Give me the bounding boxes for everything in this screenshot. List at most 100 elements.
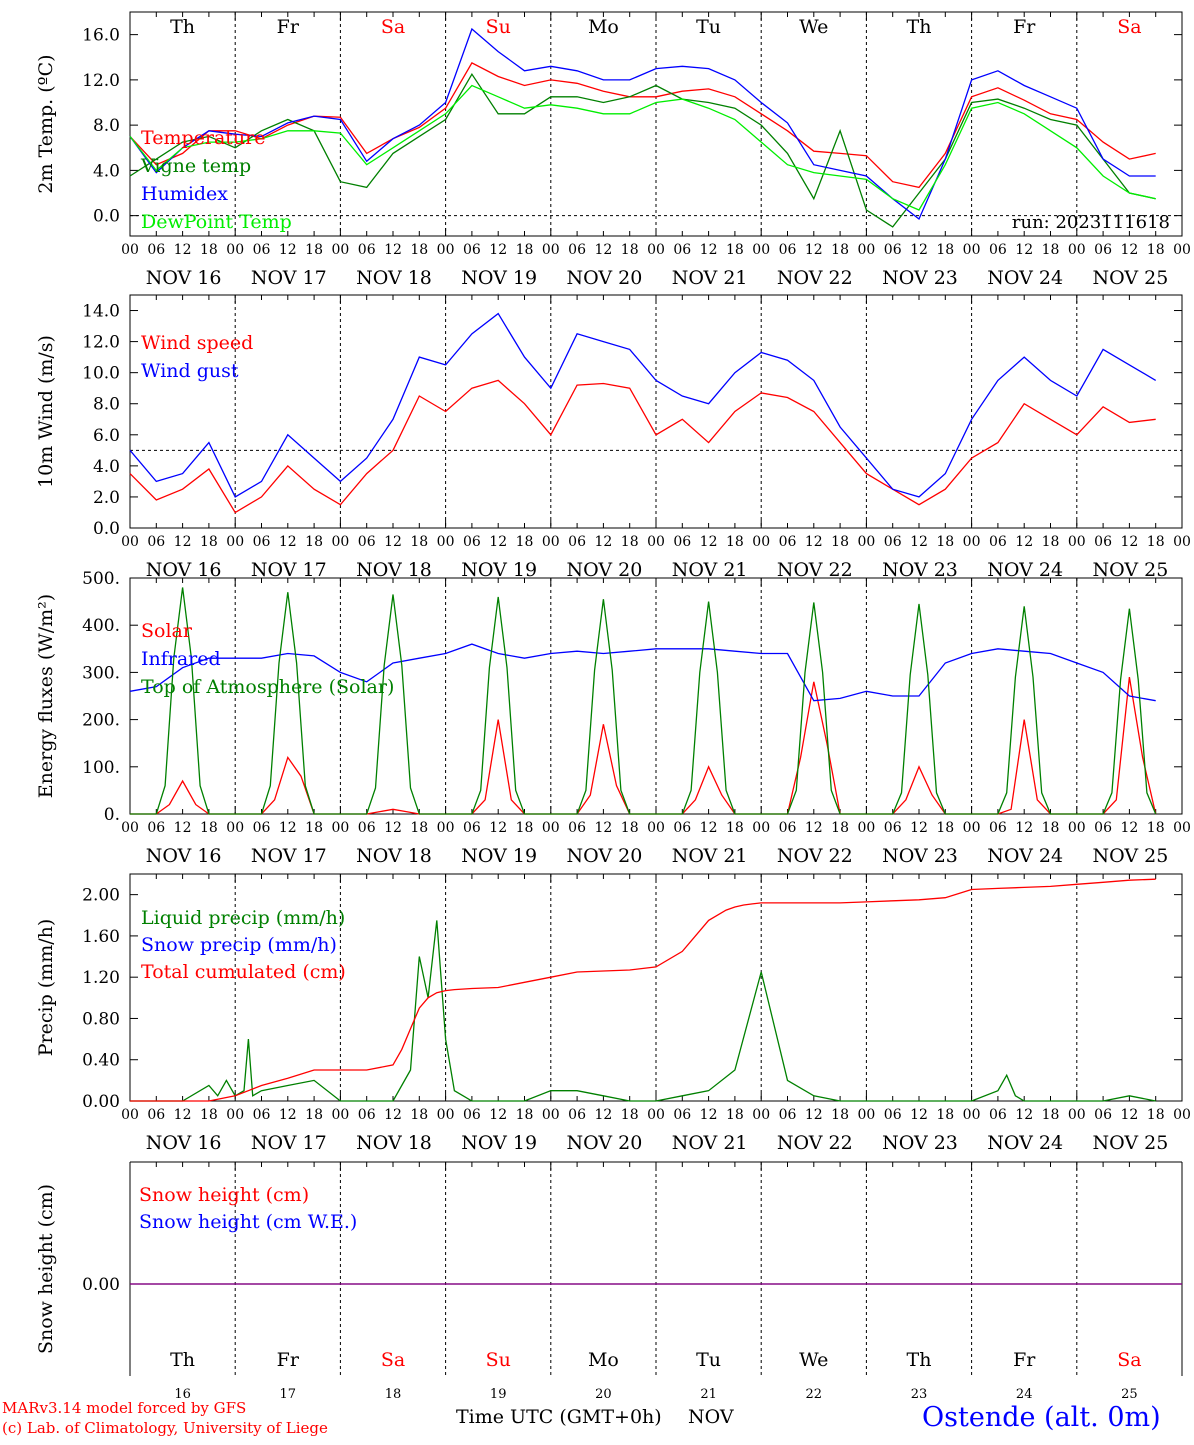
hour-label: 00	[542, 534, 560, 550]
date-label: NOV 24	[987, 845, 1063, 867]
date-label: NOV 25	[1092, 559, 1168, 581]
date-label: NOV 20	[566, 559, 642, 581]
date-label: NOV 17	[251, 1132, 327, 1154]
hour-label: 18	[516, 534, 534, 550]
day-number: 17	[280, 1387, 297, 1402]
y-tick-label: 12.0	[82, 71, 120, 91]
hour-label: 12	[910, 820, 928, 836]
hour-label: 12	[594, 242, 612, 258]
series-line-toa	[130, 587, 1157, 815]
hour-label: 18	[410, 534, 428, 550]
series-line-temperature	[129, 62, 1156, 189]
date-label: NOV 18	[356, 1132, 432, 1154]
day-abbr: Th	[170, 16, 195, 38]
day-abbr: Sa	[381, 1349, 405, 1371]
month-label: NOV	[688, 1406, 734, 1428]
hour-label: 12	[700, 242, 718, 258]
hour-label: 06	[779, 242, 797, 258]
date-label: NOV 23	[882, 267, 958, 289]
hour-label: 06	[673, 242, 691, 258]
day-abbr: We	[799, 1349, 828, 1371]
hour-label: 00	[331, 242, 349, 258]
hour-label: 12	[700, 820, 718, 836]
hour-label: 00	[647, 534, 665, 550]
hour-label: 12	[1120, 1107, 1138, 1123]
hour-label: 12	[805, 242, 823, 258]
hour-label: 12	[279, 242, 297, 258]
day-number: 22	[806, 1387, 823, 1402]
hour-label: 12	[174, 534, 192, 550]
hour-label: 06	[989, 534, 1007, 550]
hour-label: 00	[331, 534, 349, 550]
hour-label: 00	[963, 242, 981, 258]
lab-credit: (c) Lab. of Climatology, University of L…	[2, 1419, 328, 1437]
y-tick-label: 14.0	[82, 302, 120, 322]
hour-label: 18	[1042, 242, 1060, 258]
y-tick-label: 200.	[82, 711, 120, 731]
hour-label: 12	[489, 1107, 507, 1123]
legend-entry: Liquid precip (mm/h)	[141, 907, 345, 929]
date-label: NOV 21	[672, 559, 748, 581]
hour-label: 06	[463, 1107, 481, 1123]
hour-label: 06	[884, 242, 902, 258]
legend-entry: Wind speed	[141, 332, 253, 354]
hour-label: 06	[568, 534, 586, 550]
hour-label: 00	[647, 820, 665, 836]
legend-entry: Snow height (cm)	[139, 1184, 309, 1206]
y-tick-label: 6.0	[93, 426, 120, 446]
hour-label: 06	[884, 820, 902, 836]
run-label: run: 2023111618	[1012, 212, 1170, 233]
y-tick-label: 0.40	[82, 1051, 120, 1071]
hour-label: 18	[1042, 820, 1060, 836]
day-abbr: Su	[486, 1349, 511, 1371]
day-number: 16	[174, 1387, 191, 1402]
hour-label: 12	[384, 242, 402, 258]
hour-label: 12	[910, 534, 928, 550]
hour-label: 00	[857, 242, 875, 258]
hour-label: 06	[673, 1107, 691, 1123]
date-label: NOV 18	[356, 845, 432, 867]
hour-label: 12	[700, 534, 718, 550]
y-tick-label: 500.	[82, 569, 120, 589]
legend-entry: Vigne temp	[140, 155, 251, 177]
legend-entry: Total cumulated (cm)	[141, 961, 346, 983]
legend-entry: Snow height (cm W.E.)	[139, 1211, 357, 1233]
hour-label: 18	[305, 534, 323, 550]
y-tick-label: 2.00	[82, 886, 120, 906]
hour-label: 18	[1147, 820, 1165, 836]
hour-label: 18	[200, 534, 218, 550]
hour-label: 12	[279, 820, 297, 836]
hour-label: 12	[489, 534, 507, 550]
hour-label: 06	[253, 1107, 271, 1123]
hour-label: 12	[1015, 242, 1033, 258]
date-label: NOV 24	[987, 1132, 1063, 1154]
hour-label: 06	[884, 1107, 902, 1123]
hour-label: 06	[673, 820, 691, 836]
day-number: 24	[1016, 1387, 1033, 1402]
hour-label: 06	[673, 534, 691, 550]
hour-label: 12	[384, 820, 402, 836]
day-abbr: Fr	[1013, 16, 1036, 38]
series-line-infrared	[129, 643, 1156, 702]
hour-label: 18	[1042, 534, 1060, 550]
hour-label: 00	[752, 242, 770, 258]
hour-label: 00	[752, 820, 770, 836]
hour-label: 12	[384, 534, 402, 550]
y-axis-title: Energy fluxes (W/m²)	[35, 594, 57, 798]
y-tick-label: 1.60	[82, 927, 120, 947]
hour-label: 12	[174, 242, 192, 258]
hour-label: 00	[1068, 534, 1086, 550]
hour-label: 06	[568, 820, 586, 836]
day-abbr: Tu	[696, 16, 721, 38]
series-line-liquid	[130, 920, 1156, 1102]
date-label: NOV 23	[882, 845, 958, 867]
hour-label: 06	[884, 534, 902, 550]
hour-label: 00	[437, 534, 455, 550]
hour-label: 18	[200, 1107, 218, 1123]
day-abbr: Mo	[588, 1349, 619, 1371]
hour-label: 00	[331, 820, 349, 836]
hour-label: 12	[805, 534, 823, 550]
y-tick-label: 0.	[104, 805, 120, 825]
day-number: 18	[385, 1387, 402, 1402]
